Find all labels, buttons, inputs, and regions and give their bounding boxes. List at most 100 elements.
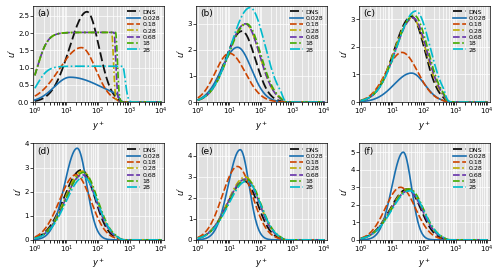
0.68 (217, 73, 223, 76)
DNS (32, 99, 38, 103)
DNS (453, 238, 459, 242)
0.028 (321, 238, 327, 242)
Line: 0.028: 0.028 (35, 77, 161, 102)
0.28 (32, 237, 38, 240)
0.028 (415, 222, 421, 225)
0.18 (380, 211, 386, 214)
0.28 (390, 203, 396, 206)
DNS (408, 15, 414, 18)
0.68 (390, 54, 396, 58)
DNS (415, 25, 421, 29)
0.18 (358, 99, 364, 102)
0.28 (195, 99, 201, 102)
28 (484, 238, 490, 242)
0.18 (234, 165, 240, 168)
Legend: DNS, 0.028, 0.18, 0.28, 0.68, 18, 28: DNS, 0.028, 0.18, 0.28, 0.68, 18, 28 (126, 147, 160, 191)
0.028 (195, 98, 201, 101)
Line: 28: 28 (198, 8, 324, 102)
0.18 (158, 238, 164, 242)
28 (228, 199, 234, 203)
DNS (158, 100, 164, 104)
0.68 (415, 200, 421, 203)
0.28 (127, 100, 133, 104)
0.028 (270, 238, 276, 242)
Line: DNS: DNS (198, 181, 324, 240)
18 (116, 94, 122, 97)
28 (54, 65, 60, 69)
Legend: DNS, 0.028, 0.18, 0.28, 0.68, 18, 28: DNS, 0.028, 0.18, 0.28, 0.68, 18, 28 (289, 9, 324, 53)
0.28 (252, 189, 258, 193)
0.28 (252, 39, 258, 42)
0.028 (280, 100, 285, 104)
0.028 (158, 238, 164, 242)
DNS (358, 237, 364, 240)
0.028 (32, 238, 38, 241)
0.18 (442, 100, 448, 103)
18 (195, 237, 201, 240)
DNS (415, 201, 421, 205)
0.18 (32, 235, 38, 239)
Y-axis label: $u'$: $u'$ (176, 187, 186, 196)
0.028 (380, 93, 386, 96)
18 (106, 31, 112, 34)
DNS (290, 238, 296, 242)
28 (32, 87, 38, 90)
Line: 0.028: 0.028 (361, 73, 487, 102)
0.18 (106, 233, 112, 237)
0.28 (89, 31, 95, 34)
0.68 (290, 100, 296, 104)
28 (413, 9, 419, 13)
18 (280, 237, 285, 240)
Y-axis label: $u'$: $u'$ (176, 49, 186, 59)
0.28 (290, 100, 296, 104)
DNS (270, 95, 276, 99)
18 (217, 217, 223, 221)
0.68 (280, 99, 285, 102)
28 (217, 218, 223, 222)
28 (270, 228, 276, 231)
DNS (217, 71, 223, 74)
0.68 (484, 100, 490, 104)
Line: 0.28: 0.28 (361, 189, 487, 240)
DNS (64, 188, 70, 191)
Text: (e): (e) (200, 147, 213, 156)
DNS (380, 219, 386, 222)
X-axis label: $y^+$: $y^+$ (92, 257, 105, 270)
Line: DNS: DNS (198, 31, 324, 102)
0.028 (228, 51, 234, 54)
18 (217, 74, 223, 77)
0.18 (226, 52, 232, 55)
18 (380, 79, 386, 83)
Y-axis label: $u'$: $u'$ (338, 49, 349, 59)
Line: 0.28: 0.28 (35, 171, 161, 240)
28 (228, 46, 234, 49)
0.18 (127, 100, 133, 104)
0.28 (195, 237, 201, 240)
DNS (321, 100, 327, 104)
18 (80, 171, 86, 174)
DNS (239, 30, 245, 33)
0.68 (54, 32, 60, 36)
18 (127, 238, 133, 242)
DNS (280, 238, 285, 241)
DNS (404, 187, 410, 191)
DNS (89, 188, 95, 191)
0.18 (484, 100, 490, 104)
Line: DNS: DNS (361, 17, 487, 102)
Text: (c): (c) (364, 9, 376, 18)
Y-axis label: $u'$: $u'$ (12, 187, 24, 196)
0.68 (106, 229, 112, 232)
0.68 (252, 39, 258, 42)
0.18 (484, 238, 490, 242)
0.68 (89, 187, 95, 191)
X-axis label: $y^+$: $y^+$ (418, 257, 431, 270)
Line: 0.18: 0.18 (198, 53, 324, 102)
Line: 18: 18 (35, 172, 161, 240)
18 (280, 98, 285, 101)
Line: 18: 18 (35, 32, 161, 102)
18 (380, 221, 386, 224)
18 (54, 32, 60, 36)
DNS (217, 216, 223, 219)
0.68 (242, 177, 248, 181)
28 (195, 237, 201, 240)
